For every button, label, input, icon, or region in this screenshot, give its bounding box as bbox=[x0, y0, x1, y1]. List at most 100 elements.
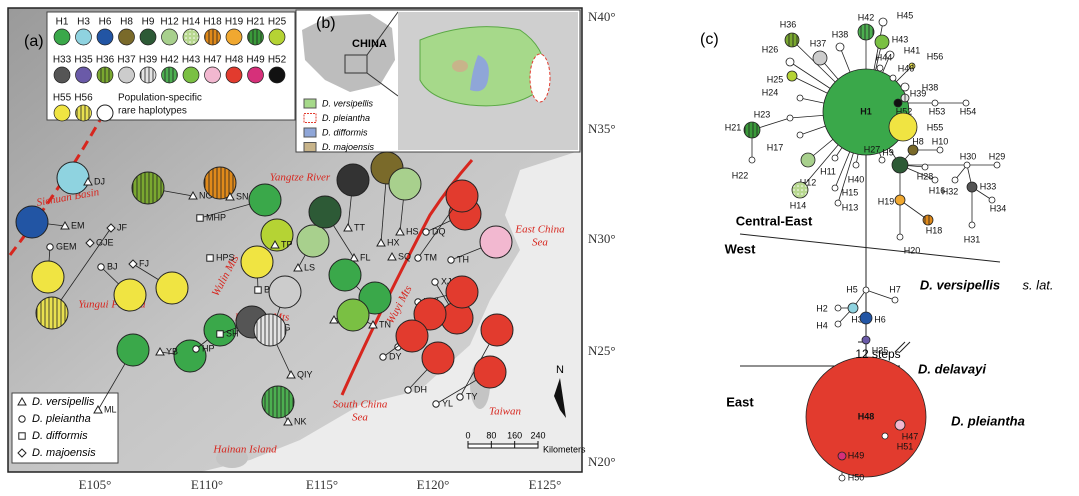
legend-swatch bbox=[76, 29, 92, 45]
haplotype-node bbox=[932, 177, 938, 183]
haplotype-label: H19 bbox=[878, 196, 895, 206]
population-code: JF bbox=[117, 222, 128, 232]
haplotype-label: H8 bbox=[912, 136, 924, 146]
legend-swatch bbox=[248, 67, 264, 83]
haplotype-node bbox=[937, 147, 943, 153]
haplotype-label: H11 bbox=[820, 166, 836, 176]
population-pie bbox=[114, 279, 146, 311]
legend-swatch bbox=[205, 67, 221, 83]
haplotype-label: H7 bbox=[889, 284, 901, 294]
haplotype-label: H5 bbox=[846, 284, 858, 294]
haplotype-node bbox=[787, 115, 793, 121]
haplotype-label: H9 bbox=[882, 147, 894, 157]
population-symbol bbox=[380, 354, 386, 360]
haplotype-node bbox=[832, 185, 838, 191]
haplotype-node bbox=[963, 100, 969, 106]
haplotype-node bbox=[813, 51, 827, 65]
legend-label: H19 bbox=[225, 17, 244, 28]
haplotype-node bbox=[797, 95, 803, 101]
haplotype-label: H14 bbox=[790, 200, 807, 210]
haplotype-label: H1 bbox=[860, 106, 872, 116]
population-pie bbox=[297, 225, 329, 257]
haplotype-label: H13 bbox=[842, 202, 859, 212]
place-label: Sea bbox=[352, 412, 368, 424]
haplotype-node bbox=[994, 162, 1000, 168]
haplotype-node bbox=[932, 100, 938, 106]
haplotype-label: H20 bbox=[904, 245, 921, 255]
legend-label: rare haplotypes bbox=[118, 106, 187, 117]
species-label: D. majoensis bbox=[32, 447, 96, 459]
haplotype-node bbox=[839, 475, 845, 481]
latitude-label: N35° bbox=[588, 121, 616, 136]
haplotype-node bbox=[787, 71, 797, 81]
place-label: Hainan Island bbox=[212, 444, 277, 456]
haplotype-label: H46 bbox=[898, 63, 915, 73]
population-symbol bbox=[255, 287, 261, 293]
inset-legend-label: D. majoensis bbox=[322, 142, 375, 152]
species-name: D. pleiantha bbox=[951, 413, 1025, 428]
haplotype-node bbox=[785, 33, 799, 47]
place-label: Yangtze River bbox=[270, 172, 331, 184]
haplotype-label: H56 bbox=[927, 51, 944, 61]
population-symbol bbox=[217, 331, 223, 337]
panel-label: (a) bbox=[24, 33, 44, 50]
longitude-label: E110° bbox=[191, 477, 223, 492]
haplotype-label: H17 bbox=[767, 142, 784, 152]
inset-swatch bbox=[304, 99, 316, 108]
haplotype-label: H38 bbox=[832, 29, 849, 39]
population-code: SN bbox=[236, 191, 249, 201]
population-symbol bbox=[423, 229, 429, 235]
longitude-label: E105° bbox=[79, 477, 112, 492]
haplotype-label: H50 bbox=[848, 472, 865, 482]
population-code: EM bbox=[71, 220, 85, 230]
population-code: DH bbox=[414, 384, 427, 394]
species-name: D. versipellis bbox=[920, 277, 1000, 292]
species-name: s. lat. bbox=[1022, 277, 1053, 292]
legend-swatch bbox=[54, 29, 70, 45]
haplotype-label: H22 bbox=[732, 170, 749, 180]
legend-label: H1 bbox=[56, 17, 69, 28]
haplotype-label: H10 bbox=[932, 136, 949, 146]
group-label: Central-East bbox=[736, 213, 813, 228]
legend-label: H42 bbox=[160, 55, 179, 66]
longitude-label: E125° bbox=[529, 477, 562, 492]
longitude-label: E120° bbox=[417, 477, 450, 492]
legend-label: Population-specific bbox=[118, 93, 202, 104]
haplotype-node bbox=[801, 153, 815, 167]
legend-swatch bbox=[97, 29, 113, 45]
group-label: West bbox=[725, 241, 756, 256]
population-code: MHP bbox=[206, 212, 226, 222]
place-label: Sea bbox=[532, 237, 548, 249]
legend-swatch bbox=[76, 67, 92, 83]
legend-swatch bbox=[76, 105, 92, 121]
population-code: HS bbox=[406, 226, 419, 236]
legend-label: H8 bbox=[120, 17, 133, 28]
haplotype-node bbox=[836, 43, 844, 51]
haplotype-node bbox=[858, 24, 874, 40]
population-pie bbox=[337, 164, 369, 196]
population-code: FL bbox=[360, 252, 371, 262]
haplotype-label: H43 bbox=[892, 34, 909, 44]
legend-label: H35 bbox=[74, 55, 93, 66]
population-code: LS bbox=[304, 262, 315, 272]
haplotype-label: H31 bbox=[964, 234, 981, 244]
haplotype-node bbox=[882, 433, 888, 439]
inset-country: CHINA bbox=[352, 38, 387, 50]
population-pie bbox=[36, 297, 68, 329]
population-pie bbox=[249, 184, 281, 216]
population-pie bbox=[446, 180, 478, 212]
group-label: East bbox=[726, 394, 754, 409]
haplotype-node bbox=[848, 303, 858, 313]
haplotype-node bbox=[835, 305, 841, 311]
species-symbol bbox=[19, 433, 25, 439]
haplotype-label: H32 bbox=[942, 186, 959, 196]
haplotype-label: H37 bbox=[810, 38, 827, 48]
scale-label: 0 bbox=[465, 430, 470, 440]
haplotype-node bbox=[853, 162, 859, 168]
haplotype-node bbox=[895, 420, 905, 430]
population-pie bbox=[309, 196, 341, 228]
population-code: HPS bbox=[216, 252, 235, 262]
haplotype-label: H53 bbox=[929, 106, 946, 116]
haplotype-node bbox=[952, 177, 958, 183]
legend-swatch bbox=[226, 67, 242, 83]
